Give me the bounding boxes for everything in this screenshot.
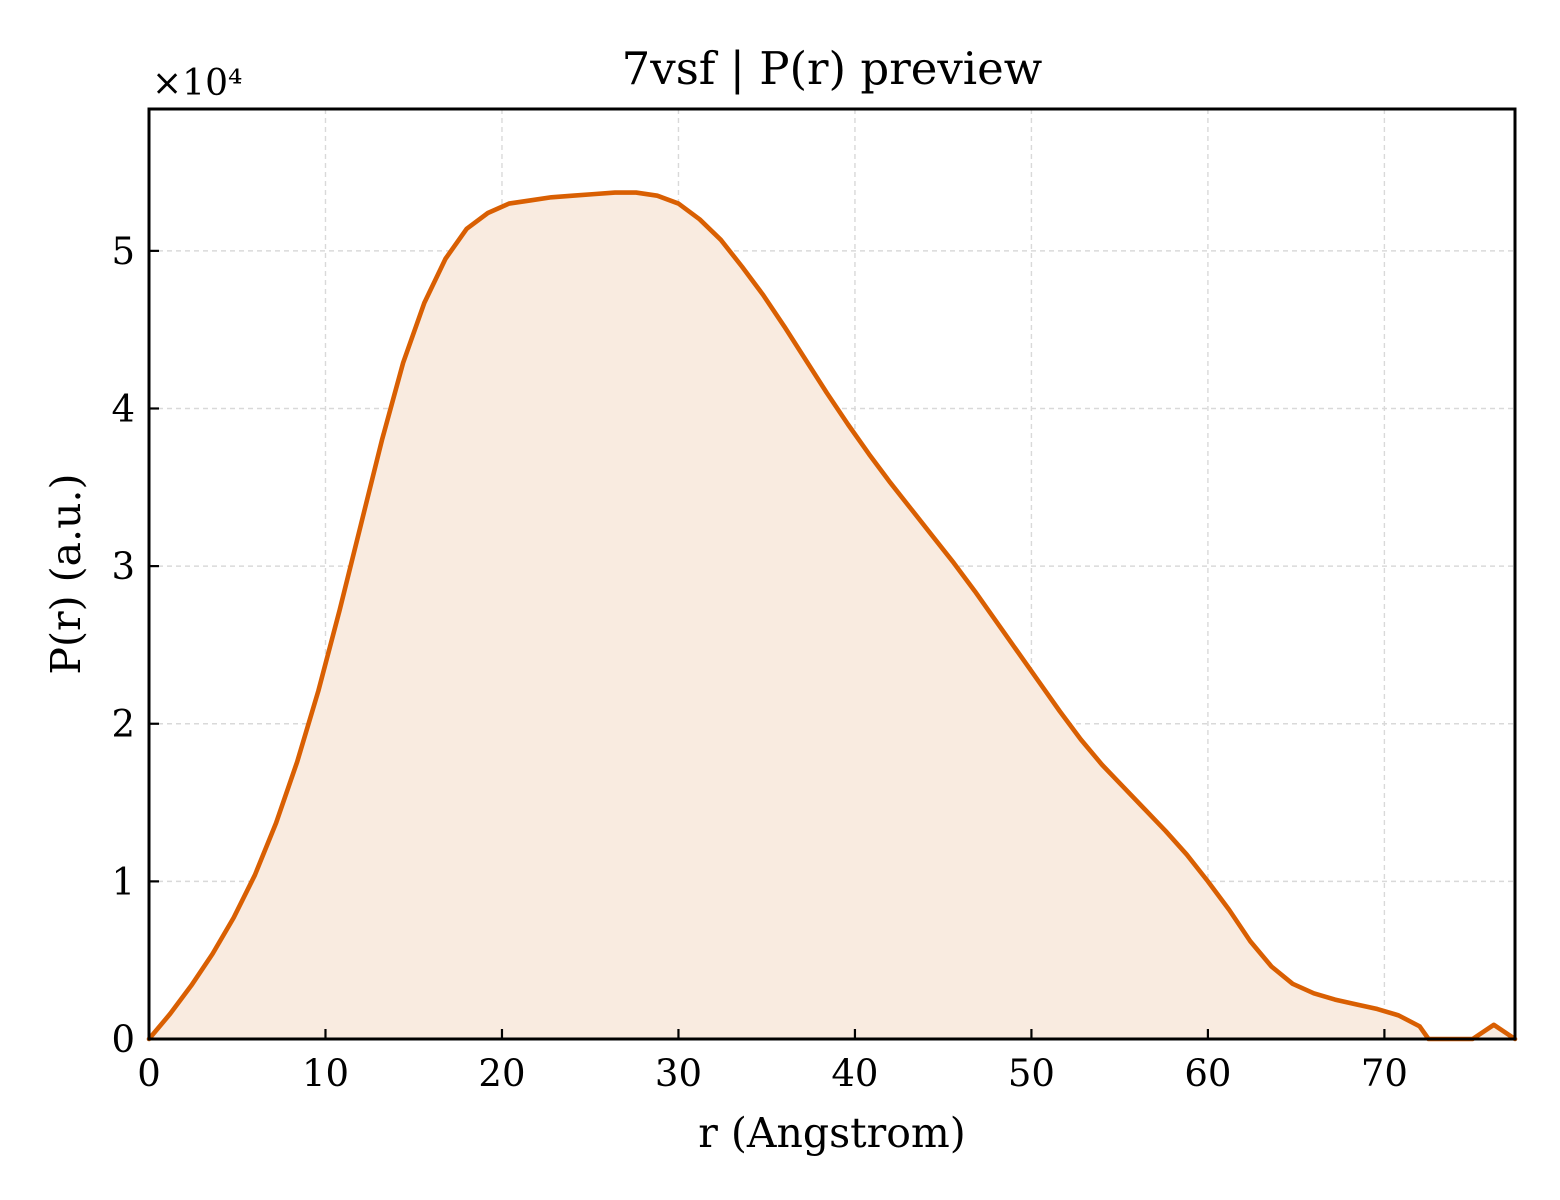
data-point bbox=[719, 238, 722, 241]
area-fill bbox=[149, 192, 1515, 1040]
y-tick-label: 5 bbox=[111, 230, 135, 273]
data-point bbox=[592, 193, 595, 196]
data-point bbox=[1143, 807, 1146, 810]
data-point bbox=[677, 202, 680, 205]
x-axis-ticks: 0 10 20 30 40 50 60 70 bbox=[137, 1029, 1408, 1095]
x-tick-label: 50 bbox=[1008, 1052, 1055, 1095]
data-point bbox=[952, 561, 955, 564]
data-point bbox=[762, 294, 765, 297]
x-axis-label: r (Angstrom) bbox=[698, 1109, 966, 1157]
data-point bbox=[1058, 710, 1061, 713]
data-point bbox=[1376, 1008, 1379, 1011]
data-point bbox=[1037, 680, 1040, 683]
data-point bbox=[275, 822, 278, 825]
y-tick-label: 2 bbox=[111, 703, 135, 746]
y-offset-label: ×10⁴ bbox=[152, 63, 242, 104]
y-axis-ticks: 0 1 2 3 4 5 bbox=[111, 230, 159, 1061]
data-point bbox=[804, 358, 807, 361]
data-point bbox=[465, 227, 468, 230]
data-point bbox=[931, 535, 934, 538]
data-point bbox=[359, 524, 362, 527]
data-point bbox=[868, 453, 871, 456]
y-axis-label: P(r) (a.u.) bbox=[42, 473, 90, 674]
data-point bbox=[740, 265, 743, 268]
data-point bbox=[296, 760, 299, 763]
data-point bbox=[550, 196, 553, 199]
plot-frame bbox=[147, 107, 1517, 1041]
data-point bbox=[910, 508, 913, 511]
data-point bbox=[1312, 992, 1315, 995]
data-point bbox=[444, 257, 447, 260]
data-point bbox=[571, 194, 574, 197]
chart-title: 7vsf | P(r) preview bbox=[622, 42, 1043, 95]
data-point bbox=[1164, 829, 1167, 832]
data-point bbox=[656, 194, 659, 197]
data-point bbox=[402, 361, 405, 364]
data-point bbox=[613, 191, 616, 194]
data-point bbox=[635, 191, 638, 194]
data-point bbox=[1122, 785, 1125, 788]
data-point bbox=[1291, 982, 1294, 985]
data-point bbox=[1206, 880, 1209, 883]
y-tick-label: 4 bbox=[111, 387, 135, 430]
data-point bbox=[783, 325, 786, 328]
data-point bbox=[1016, 650, 1019, 653]
data-point bbox=[1101, 763, 1104, 766]
x-tick-label: 30 bbox=[655, 1052, 702, 1095]
data-point bbox=[423, 301, 426, 304]
data-point bbox=[1492, 1023, 1495, 1026]
y-tick-label: 3 bbox=[111, 545, 135, 588]
data-point bbox=[995, 620, 998, 623]
data-point bbox=[169, 1012, 172, 1015]
data-point bbox=[1185, 853, 1188, 856]
data-point bbox=[1355, 1003, 1358, 1006]
data-point bbox=[1270, 965, 1273, 968]
data-point bbox=[508, 202, 511, 205]
x-tick-label: 10 bbox=[302, 1052, 349, 1095]
data-point bbox=[380, 439, 383, 442]
data-point bbox=[486, 212, 489, 215]
data-point bbox=[825, 391, 828, 394]
data-point bbox=[232, 916, 235, 919]
data-point bbox=[317, 689, 320, 692]
x-tick-label: 60 bbox=[1184, 1052, 1231, 1095]
data-point bbox=[1249, 940, 1252, 943]
data-point bbox=[1079, 738, 1082, 741]
data-point bbox=[846, 423, 849, 426]
data-point bbox=[1418, 1025, 1421, 1028]
series-line bbox=[146, 190, 1518, 1042]
data-point bbox=[1228, 908, 1231, 911]
data-point bbox=[698, 218, 701, 221]
x-tick-label: 0 bbox=[137, 1052, 161, 1095]
x-tick-label: 20 bbox=[478, 1052, 525, 1095]
x-tick-label: 40 bbox=[831, 1052, 878, 1095]
data-point bbox=[529, 199, 532, 202]
data-point bbox=[889, 481, 892, 484]
y-tick-label: 0 bbox=[111, 1018, 135, 1061]
data-point bbox=[1397, 1014, 1400, 1017]
data-point bbox=[973, 590, 976, 593]
y-tick-label: 1 bbox=[111, 860, 135, 903]
data-point bbox=[253, 874, 256, 877]
data-point bbox=[1333, 998, 1336, 1001]
x-tick-label: 70 bbox=[1361, 1052, 1408, 1095]
data-point bbox=[190, 984, 193, 987]
data-point bbox=[338, 609, 341, 612]
data-point bbox=[211, 952, 214, 955]
